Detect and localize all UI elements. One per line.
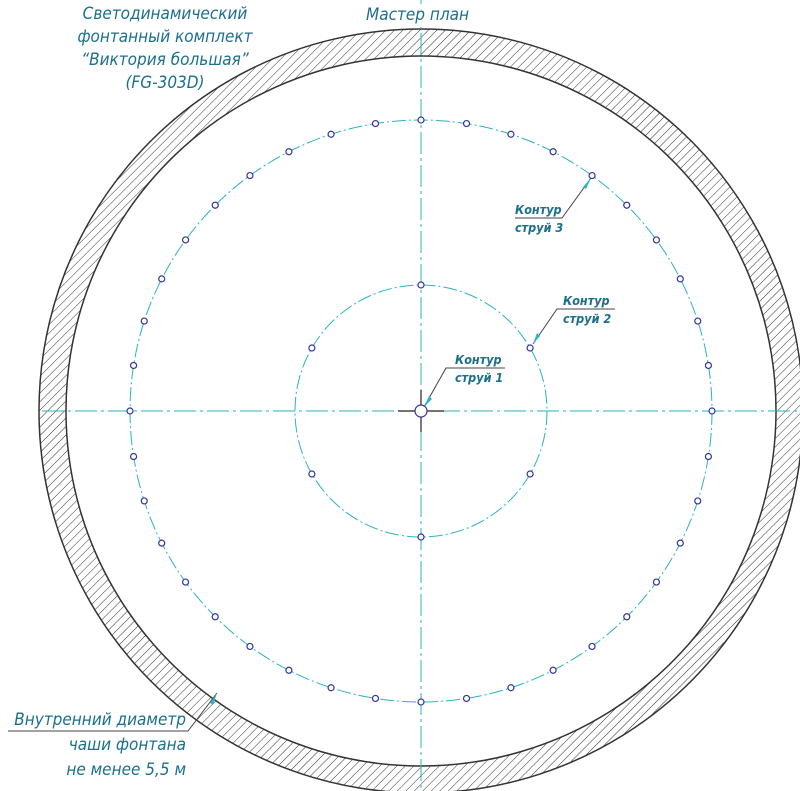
contour-3-nozzle — [126, 407, 134, 415]
title-line: фонтанный комплект — [77, 27, 253, 47]
diameter-note: Внутренний диаметр чаши фонтана не менее… — [2, 708, 186, 783]
contour-3-nozzle — [704, 361, 713, 370]
contour-2-nozzle — [308, 470, 316, 478]
contour-3-nozzle — [327, 130, 335, 138]
contour-1-nozzle — [414, 404, 428, 418]
contour-3-nozzle — [462, 694, 471, 703]
contour-3-nozzle — [246, 642, 254, 651]
contour-2-nozzle — [308, 344, 316, 352]
contour-3-nozzle — [549, 148, 557, 156]
contour-3-nozzle — [652, 578, 661, 586]
contour-3-nozzle — [704, 452, 713, 461]
label-line: струй 3 — [515, 220, 564, 235]
fountain-bowl-wall — [38, 28, 800, 791]
contour-3-nozzle — [285, 148, 293, 156]
contour-3-nozzle — [211, 613, 219, 621]
title-line: “Виктория большая” — [81, 50, 249, 70]
contour-3-nozzle — [694, 497, 702, 505]
contour-3-nozzle — [507, 684, 515, 692]
label-line: Контур — [455, 352, 502, 367]
note-line: Внутренний диаметр — [14, 710, 186, 730]
contour-3-nozzle — [129, 452, 138, 461]
contour-3-nozzle — [327, 684, 335, 692]
contour-3-nozzle — [694, 317, 702, 325]
contour-3-nozzle — [623, 613, 631, 621]
label-line: струй 2 — [563, 311, 612, 326]
contour-3-nozzle — [588, 171, 596, 180]
contour-2-path — [294, 284, 548, 538]
contour-3-nozzle — [623, 201, 631, 209]
contour-3-nozzle — [588, 642, 596, 651]
contour-3-nozzle — [676, 275, 684, 283]
leader-lines — [8, 177, 615, 732]
contour-3-nozzle — [507, 130, 515, 138]
contour-3-nozzle — [708, 407, 716, 415]
title-block: Светодинамический фонтанный комплект “Ви… — [0, 3, 330, 95]
leader-arrows — [210, 178, 591, 705]
note-line: чаши фонтана — [68, 735, 186, 755]
contour-3-nozzle — [129, 361, 138, 370]
note-line: не менее 5,5 м — [66, 760, 186, 780]
label-line: Контур — [515, 202, 562, 217]
contour-3-nozzle — [158, 275, 166, 283]
page-title: Мастер план — [366, 4, 470, 27]
contour-3-nozzle — [285, 666, 293, 674]
title-line: Светодинамический — [82, 4, 248, 24]
contour-3-nozzle — [417, 116, 425, 124]
contour-2-nozzle — [417, 533, 425, 541]
contour-3-nozzle — [140, 497, 148, 505]
contour-2-nozzle — [526, 470, 534, 478]
label-contour-1: Контур струй 1 — [455, 352, 503, 385]
contour-3-nozzle — [417, 698, 425, 706]
contour-3-nozzle — [549, 666, 557, 674]
contour-3-nozzle — [652, 236, 661, 244]
leader-diameter — [8, 692, 218, 732]
label-line: струй 1 — [455, 370, 504, 385]
leader-contour-3 — [515, 177, 592, 219]
contour-3-nozzle — [140, 317, 148, 325]
contour-3-nozzle — [246, 171, 254, 180]
contour-2-nozzle — [526, 344, 534, 352]
leader-contour-1 — [423, 367, 505, 408]
label-contour-2: Контур струй 2 — [563, 293, 611, 326]
contour-3-nozzle — [371, 119, 380, 128]
contour-2-nozzle — [417, 281, 425, 289]
contour-3-nozzle — [181, 578, 190, 586]
contour-3-nozzle — [371, 694, 380, 703]
contour-3-nozzle — [211, 201, 219, 209]
label-contour-3: Контур струй 3 — [515, 202, 563, 235]
contour-3-nozzle — [676, 539, 684, 547]
contour-3-nozzle — [158, 539, 166, 547]
contour-3-nozzle — [181, 236, 190, 244]
contour-3-nozzle — [462, 119, 471, 128]
title-line: (FG-303D) — [125, 73, 205, 93]
leader-contour-2 — [532, 308, 615, 345]
label-line: Контур — [563, 293, 610, 308]
